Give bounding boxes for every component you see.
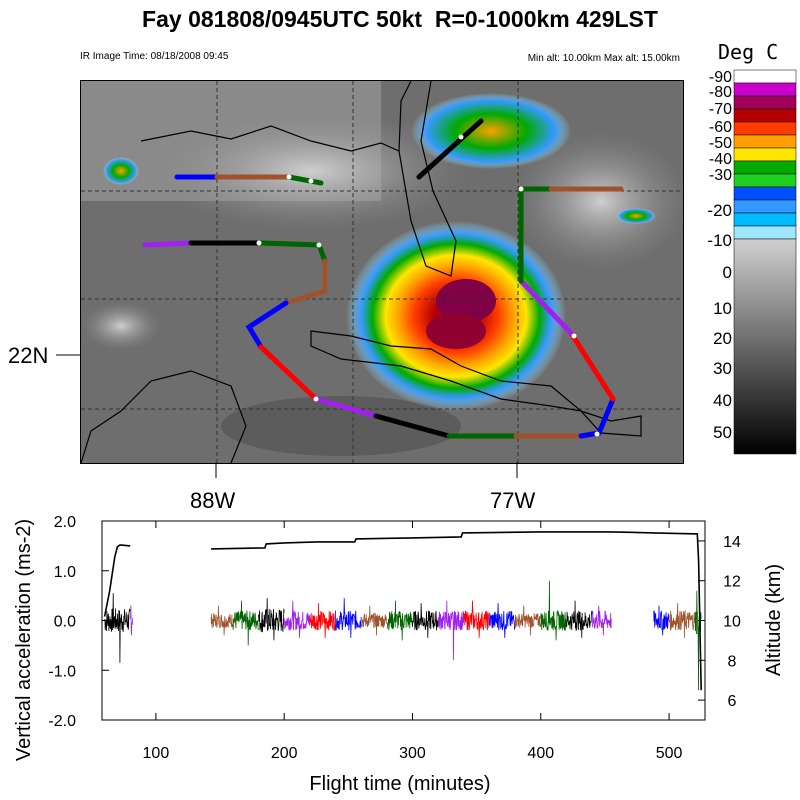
plot-frame xyxy=(101,520,706,721)
acceleration-segment xyxy=(210,605,234,636)
altitude-line xyxy=(211,531,702,691)
x-tick-label: 100 xyxy=(143,745,170,762)
acceleration-segment xyxy=(412,603,439,638)
lon-label-77w: 77W xyxy=(490,488,535,513)
colorbar-label: -80 xyxy=(709,84,732,101)
lon-label-88w: 88W xyxy=(190,488,235,513)
x-tick-label: 500 xyxy=(656,745,683,762)
colorbar-swatch xyxy=(733,108,797,123)
y-tick-label: 2.0 xyxy=(54,514,76,531)
y-tick-label: -2.0 xyxy=(48,713,76,730)
cloud-field xyxy=(151,111,471,231)
flight-track xyxy=(142,118,624,439)
colorbar-label: 10 xyxy=(713,299,732,318)
colorbar-swatch xyxy=(733,134,797,149)
dropsonde-markers xyxy=(256,134,600,437)
map-axes: 22N 88W 77W xyxy=(8,343,535,513)
y-tick-label: 1.0 xyxy=(54,564,76,581)
acceleration-segment xyxy=(335,598,362,638)
colorbar-swatch xyxy=(733,160,797,175)
acceleration-segment xyxy=(653,605,670,636)
y2-tick-label: 8 xyxy=(728,653,737,670)
colorbar-swatch xyxy=(733,95,797,110)
acceleration-segment xyxy=(514,605,542,636)
graticule xyxy=(81,81,683,463)
acceleration-segment xyxy=(463,600,490,638)
x-tick-label: 300 xyxy=(399,745,426,762)
colorbar-label: -70 xyxy=(709,101,732,118)
colorbar-swatch xyxy=(733,173,797,188)
colorbar-swatch xyxy=(733,82,797,97)
chart-title: Fay 081808/0945UTC 50kt R=0-1000km 429LS… xyxy=(142,6,658,32)
acceleration-segment xyxy=(309,603,336,638)
acceleration-segment xyxy=(668,603,696,638)
acceleration-segment xyxy=(360,605,388,636)
colorbar-label: -90 xyxy=(709,69,732,86)
colorbar-label: -60 xyxy=(709,119,732,136)
y2-axis-label: Altitude (km) xyxy=(763,564,785,676)
altitude-range: Min alt: 10.00km Max alt: 15.00km xyxy=(527,53,680,64)
y2-tick-label: 12 xyxy=(723,574,741,591)
acceleration-segment xyxy=(591,605,612,636)
colorbar-label: -50 xyxy=(709,135,732,152)
acceleration-segment xyxy=(386,600,413,641)
colorbar: -90-80-70-60-50-40-30 -20 -10 0 10 20 30 40 50 xyxy=(707,69,797,455)
satellite-map xyxy=(80,80,684,464)
y2-tick-label: 14 xyxy=(723,534,741,551)
colorbar-label: -10 xyxy=(707,231,732,250)
y-axis-label: Vertical acceleration (ms-2) xyxy=(13,519,35,761)
colorbar-label: 20 xyxy=(713,329,732,348)
colorbar-label: -40 xyxy=(709,151,732,168)
y-tick-label: 0.0 xyxy=(54,614,76,631)
altitude-line xyxy=(103,544,131,617)
lat-label-22n: 22N xyxy=(8,343,48,368)
colorbar-swatch xyxy=(733,186,797,201)
colorbar-swatch xyxy=(733,69,797,84)
y2-tick-label: 6 xyxy=(728,693,737,710)
flight-time-chart: 100 200 300 400 500 -2.0 -1.0 0.0 1.0 2.0 6 8 10 12 14… xyxy=(13,514,785,795)
colorbar-title: Deg C xyxy=(718,40,779,64)
acceleration-segment xyxy=(540,580,567,641)
acceleration-segment xyxy=(566,600,593,638)
colorbar-swatch xyxy=(733,199,797,214)
map-canvas xyxy=(81,81,683,463)
colorbar-swatch xyxy=(733,225,797,240)
acceleration-segment xyxy=(489,603,516,638)
y2-tick-label: 10 xyxy=(723,614,741,631)
acceleration-segment xyxy=(129,605,134,636)
colorbar-swatch xyxy=(733,121,797,136)
x-axis-label: Flight time (minutes) xyxy=(309,773,490,795)
ir-image-time: IR Image Time: 08/18/2008 09:45 xyxy=(80,51,229,62)
acceleration-segment xyxy=(258,598,285,641)
colorbar-label: 0 xyxy=(723,263,732,282)
colorbar-label: 30 xyxy=(713,359,732,378)
colorbar-label: -30 xyxy=(709,167,732,184)
acceleration-segment xyxy=(283,600,311,638)
x-tick-label: 400 xyxy=(527,745,554,762)
colorbar-label: 40 xyxy=(713,391,732,410)
colorbar-grayscale xyxy=(733,238,797,455)
colorbar-swatch xyxy=(733,212,797,227)
y-tick-label: -1.0 xyxy=(48,663,76,680)
acceleration-segment xyxy=(232,600,259,646)
acceleration-segment xyxy=(437,600,465,661)
y-axis-label-text: Vertical acceleration (ms-2) xyxy=(13,519,35,761)
acceleration-segment xyxy=(104,593,131,663)
colorbar-label: 50 xyxy=(713,423,732,442)
colorbar-swatch xyxy=(733,147,797,162)
x-tick-label: 200 xyxy=(271,745,298,762)
colorbar-label: -20 xyxy=(707,201,732,220)
